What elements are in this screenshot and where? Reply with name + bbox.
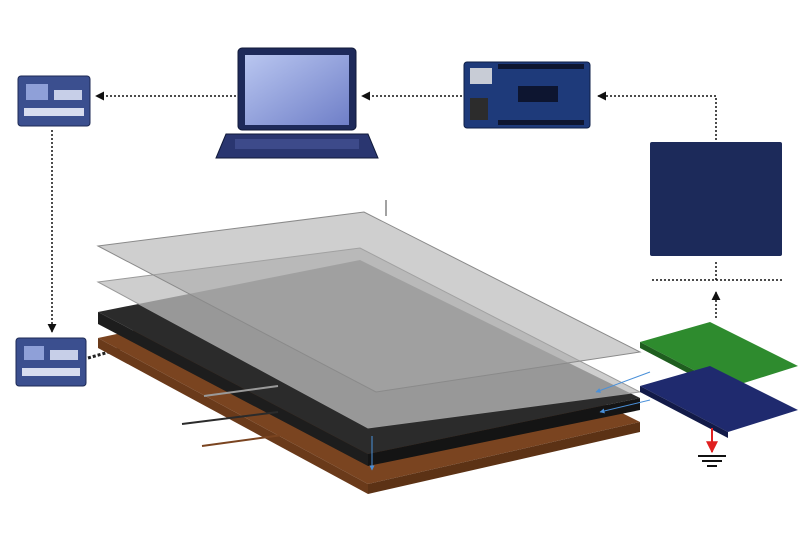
chip-icon <box>24 346 44 360</box>
wooden-frame-side <box>98 338 368 494</box>
sender-card-node <box>17 75 91 127</box>
header-top-icon <box>498 64 584 69</box>
led-tiles-leader <box>181 411 279 425</box>
laptop-node <box>215 47 379 159</box>
pin-header-icon <box>22 368 80 376</box>
receiver-card-node <box>15 336 159 387</box>
pin-header-icon <box>24 108 84 116</box>
sensors-pointer <box>595 371 651 393</box>
shields-plate-edge <box>640 386 728 438</box>
laptop-screen <box>245 55 349 125</box>
mcu-chip-icon <box>518 86 558 102</box>
arduino-node <box>463 61 591 129</box>
transparent-oilcloth-layer <box>96 211 642 393</box>
capacitive-board-node <box>650 142 782 256</box>
sender-card-icon <box>17 75 91 127</box>
wooden-frame-edge <box>368 422 640 494</box>
connector-icon <box>54 90 82 100</box>
chip-icon <box>26 84 48 100</box>
keyboard-icon <box>235 139 359 149</box>
shields-plate <box>640 366 798 432</box>
usb-port-icon <box>470 68 492 84</box>
sensors-plate <box>640 322 798 388</box>
sensor-stack <box>595 262 798 467</box>
shields-pointer <box>599 399 651 414</box>
capacitive-board-icon <box>650 142 782 256</box>
receiver-card-icon <box>15 337 87 387</box>
edge-raw-sensor-values <box>650 262 782 281</box>
led-layer-side <box>98 312 368 466</box>
power-jack-icon <box>470 98 488 120</box>
wooden-frame-leader <box>201 433 291 447</box>
layer-stack <box>96 211 642 494</box>
led-layer-edge <box>368 398 640 466</box>
connector-icon <box>50 350 78 360</box>
edge-sensing-data-filtered <box>597 91 717 140</box>
layer-labels <box>181 200 387 447</box>
silicone-leader <box>203 385 279 397</box>
header-bottom-icon <box>498 120 584 125</box>
ground-icon <box>698 455 726 467</box>
